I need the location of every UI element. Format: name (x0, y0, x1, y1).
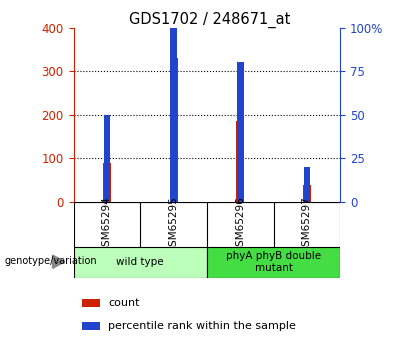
Bar (236, 121, 244, 202)
Bar (74, 247, 207, 278)
Bar (103, 162, 111, 202)
Bar (81, 299, 100, 307)
Bar (207, 247, 340, 278)
Text: percentile rank within the sample: percentile rank within the sample (108, 321, 296, 331)
Bar (303, 185, 311, 202)
Bar (170, 28, 177, 202)
Text: GSM65296: GSM65296 (235, 196, 245, 253)
Text: genotype/variation: genotype/variation (4, 256, 97, 266)
Bar (103, 115, 110, 202)
Text: GDS1702 / 248671_at: GDS1702 / 248671_at (129, 12, 291, 28)
Text: wild type: wild type (116, 257, 164, 267)
Text: GSM65297: GSM65297 (302, 196, 312, 253)
Text: GSM65294: GSM65294 (102, 196, 112, 253)
Text: count: count (108, 298, 140, 308)
Text: GSM65295: GSM65295 (168, 196, 178, 253)
Bar (304, 167, 310, 202)
Bar (170, 58, 178, 202)
Text: phyA phyB double
mutant: phyA phyB double mutant (226, 252, 321, 273)
FancyArrow shape (52, 255, 65, 268)
Bar (81, 322, 100, 330)
Bar (237, 62, 244, 202)
